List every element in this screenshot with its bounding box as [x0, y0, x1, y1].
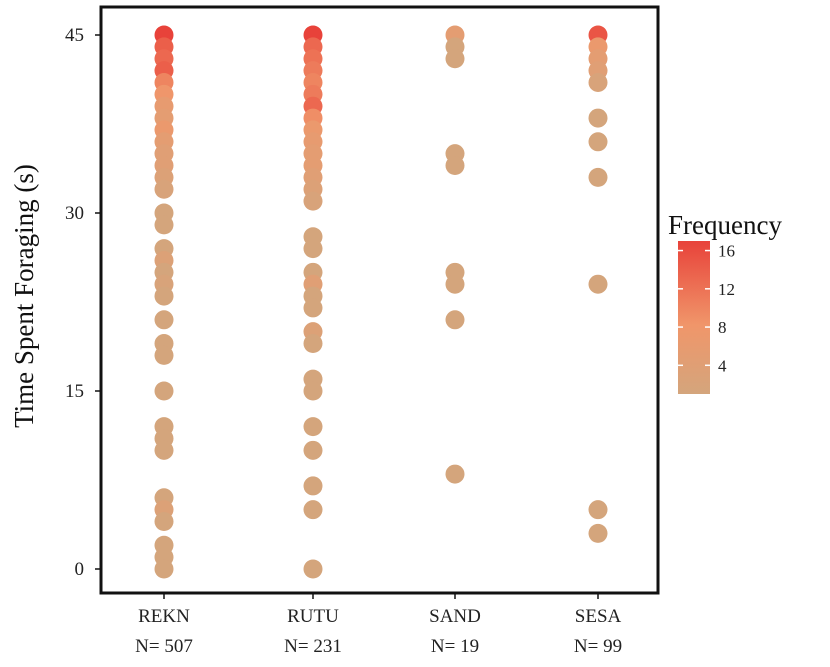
data-dot — [303, 417, 323, 437]
data-dot — [445, 464, 465, 484]
data-dot — [445, 156, 465, 176]
x-category-label: RUTU — [287, 606, 339, 627]
data-dot — [588, 500, 608, 520]
colorbar — [678, 241, 710, 394]
data-dot — [303, 440, 323, 460]
y-axis-ticks: 0 15 30 45 — [65, 25, 101, 580]
y-axis-title: Time Spent Foraging (s) — [9, 164, 39, 428]
data-dot — [303, 500, 323, 520]
y-tick-label: 0 — [75, 559, 85, 580]
data-dot — [445, 274, 465, 294]
colorbar-legend: Frequency 4 8 12 16 — [668, 210, 782, 394]
data-dot — [588, 167, 608, 187]
data-dot — [154, 345, 174, 365]
data-dot — [445, 49, 465, 69]
data-dot — [588, 132, 608, 152]
data-dot — [154, 512, 174, 532]
data-dot — [303, 191, 323, 211]
x-sample-size-label: N= 231 — [284, 636, 342, 657]
colorbar-ticks: 4 8 12 16 — [678, 242, 735, 375]
x-sample-size-label: N= 507 — [135, 636, 193, 657]
data-dot — [303, 476, 323, 496]
data-dot — [588, 72, 608, 92]
data-dot — [303, 298, 323, 318]
colorbar-title: Frequency — [668, 210, 782, 240]
colorbar-tick-label: 12 — [718, 280, 735, 299]
data-dot — [154, 215, 174, 235]
data-dot — [154, 286, 174, 306]
data-dot — [303, 559, 323, 579]
x-category-label: SAND — [429, 606, 481, 627]
data-dot — [588, 523, 608, 543]
y-tick-label: 15 — [65, 381, 84, 402]
x-sample-size-label: N= 19 — [431, 636, 479, 657]
y-tick-label: 45 — [65, 25, 84, 46]
data-dot — [154, 440, 174, 460]
colorbar-tick-label: 8 — [718, 318, 727, 337]
x-axis-labels: REKN N= 507 RUTU N= 231 SAND N= 19 SESA N= 99 — [135, 593, 622, 657]
x-category-label: SESA — [575, 606, 622, 627]
x-category-label: REKN — [138, 606, 190, 627]
plot-frame — [99, 5, 660, 595]
colorbar-tick-label: 16 — [718, 242, 735, 261]
data-dot — [154, 310, 174, 330]
data-dot — [154, 179, 174, 199]
data-dot — [303, 381, 323, 401]
data-dot — [303, 334, 323, 354]
data-dot — [588, 108, 608, 128]
data-dot — [154, 559, 174, 579]
data-dot — [445, 310, 465, 330]
dots-layer — [154, 25, 608, 579]
y-tick-label: 30 — [65, 203, 84, 224]
x-sample-size-label: N= 99 — [574, 636, 622, 657]
data-dot — [303, 239, 323, 259]
data-dot — [154, 381, 174, 401]
colorbar-tick-label: 4 — [718, 356, 727, 375]
data-dot — [588, 274, 608, 294]
